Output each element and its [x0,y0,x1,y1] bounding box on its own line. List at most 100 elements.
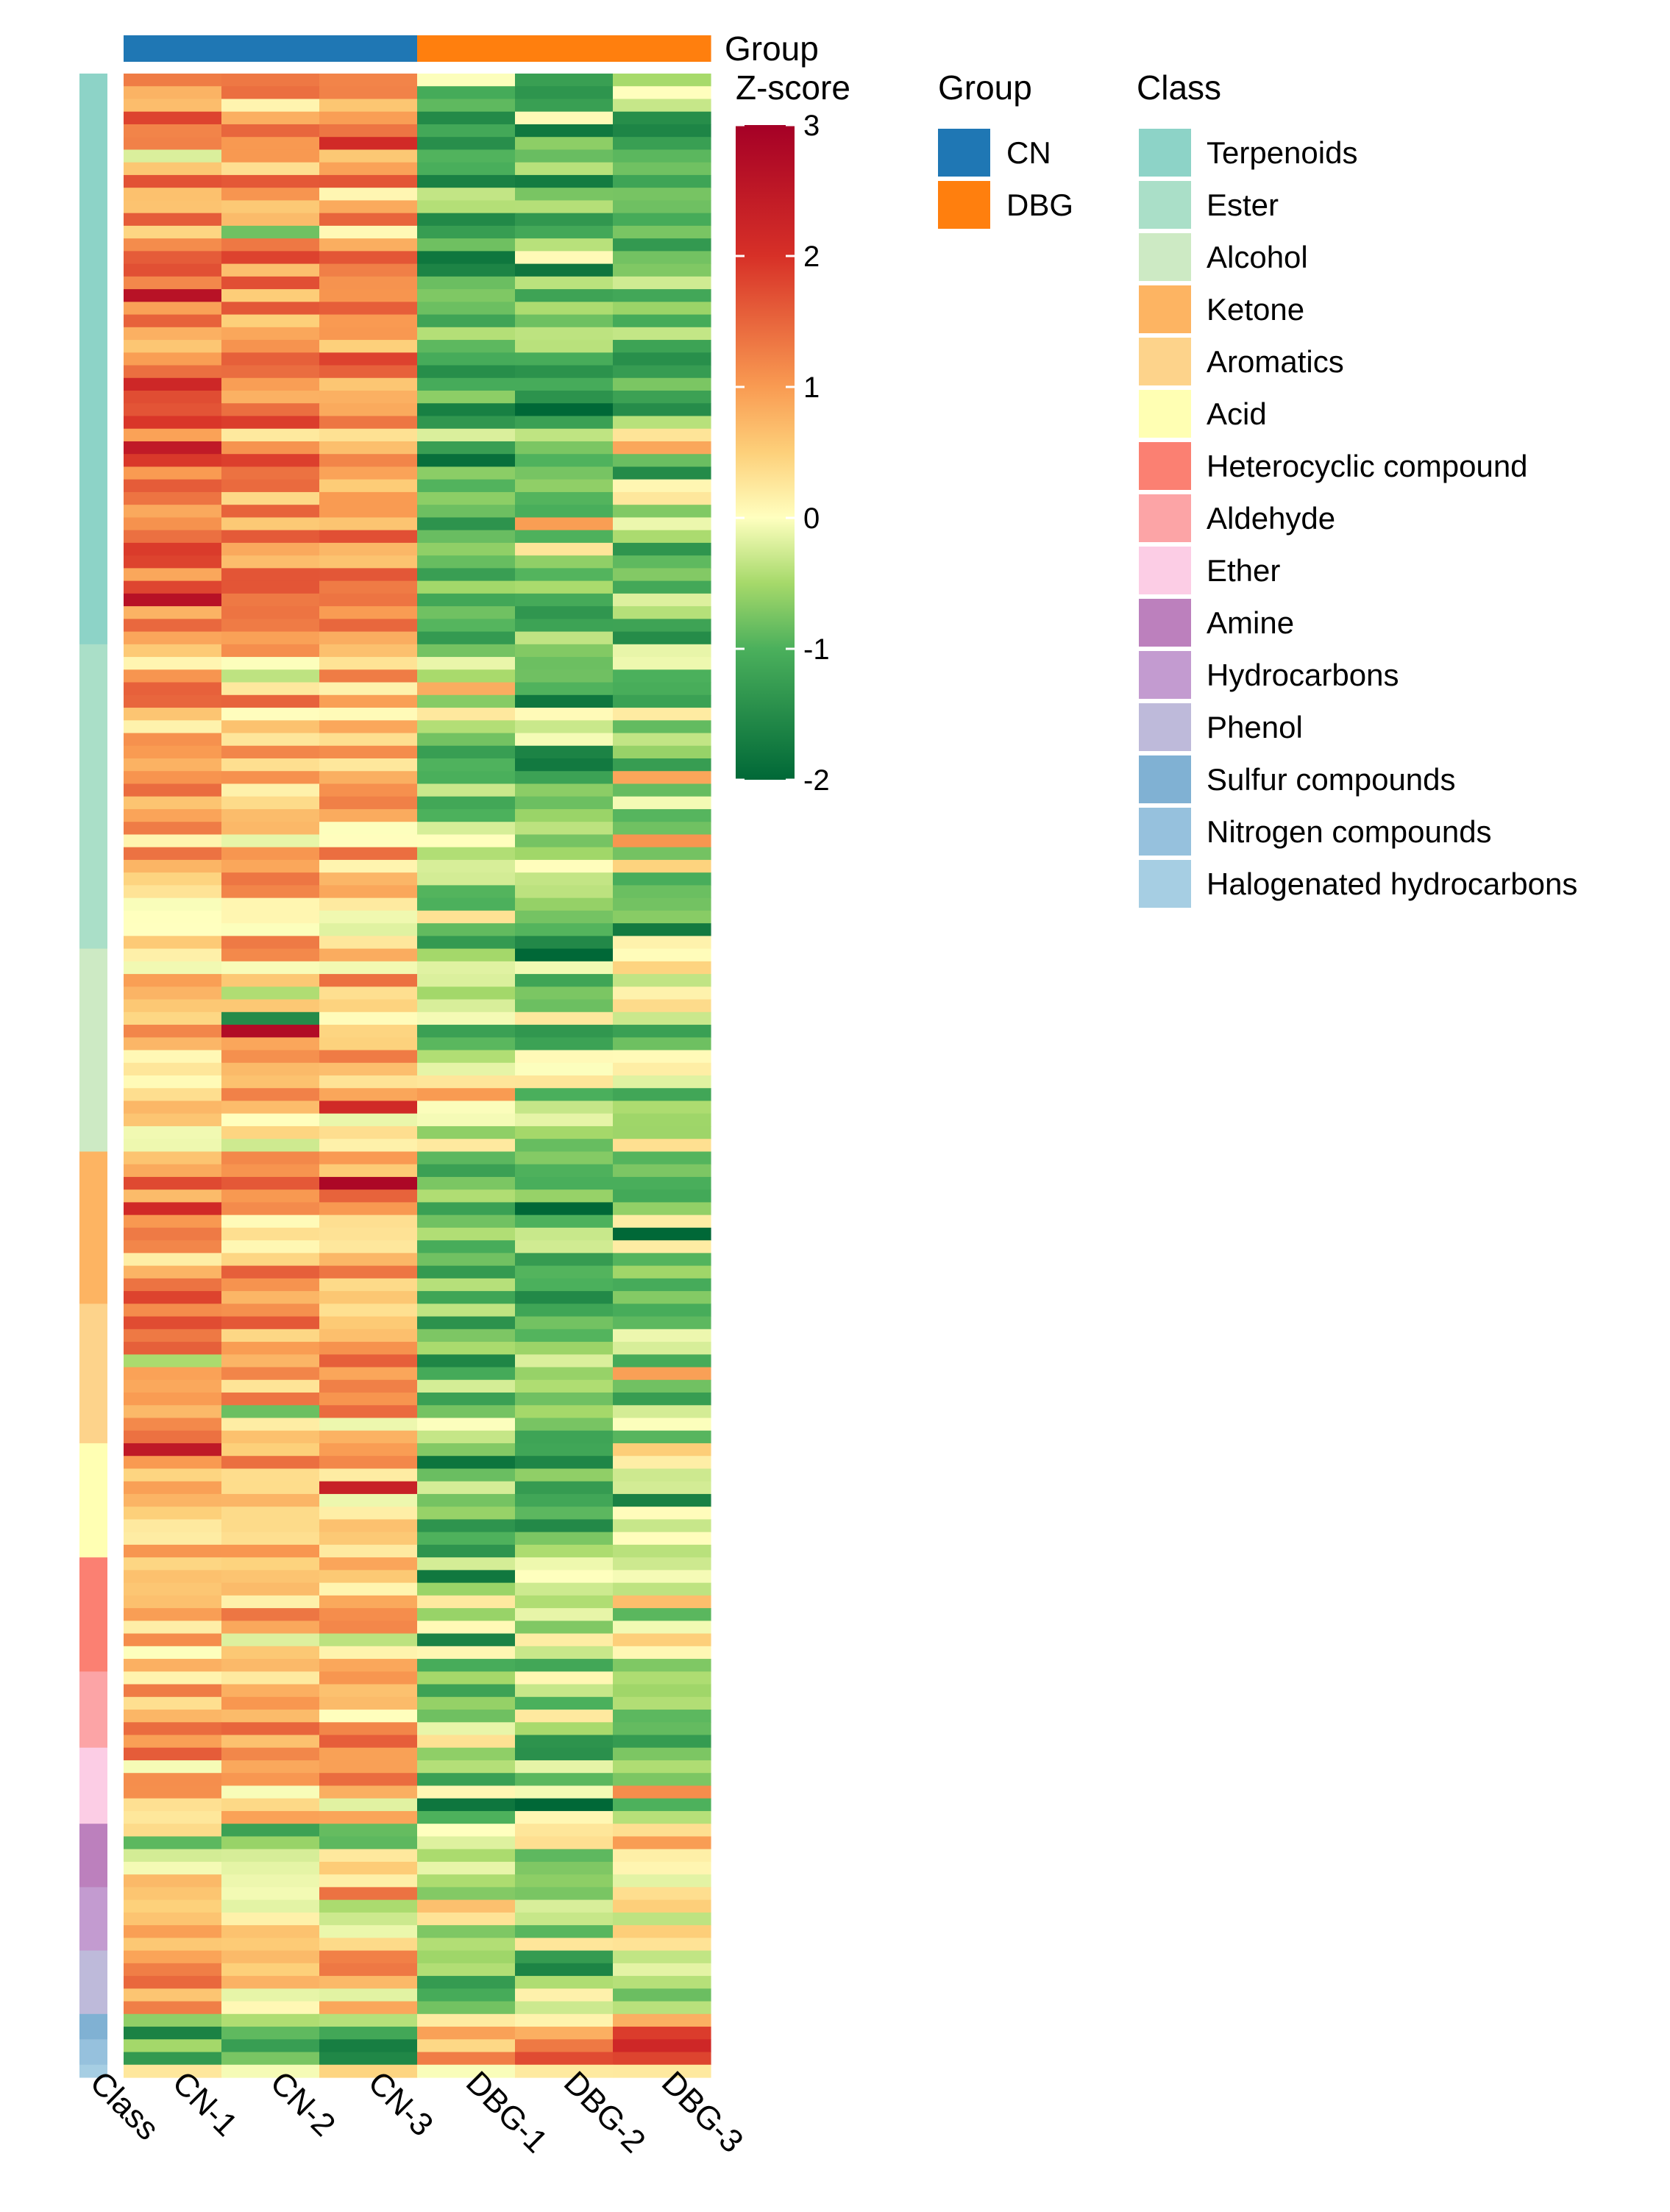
heatmap-cell [319,2027,418,2040]
class-legend-title: Class [1137,68,1221,107]
heatmap-cell [319,1342,418,1355]
heatmap-cell [515,1773,614,1787]
heatmap-cell [319,1976,418,1989]
heatmap-cell [221,758,320,772]
heatmap-cell [319,530,418,544]
heatmap-cell [515,1710,614,1723]
heatmap-cell [613,454,711,468]
heatmap-cell [417,327,516,341]
heatmap-cell [319,1773,418,1787]
heatmap-cell [515,2052,614,2066]
colorbar-ticks: 3 2 1 0 -1 -2 [736,110,830,797]
class-bar-segment-15 [79,2064,107,2078]
heatmap-cell [417,1265,516,1279]
heatmap-cell [124,796,222,810]
group-bar-cell-1 [124,35,222,62]
heatmap-cell [319,923,418,936]
heatmap-cell [417,1176,516,1190]
heatmap-cell [515,999,614,1013]
heatmap-cell [613,1062,711,1076]
heatmap-cell [417,657,516,670]
heatmap-cell [124,1608,222,1621]
heatmap-cell [515,1342,614,1355]
heatmap-cell [221,1532,320,1546]
heatmap-cell [515,1304,614,1317]
heatmap-cell [417,1215,516,1228]
heatmap-cell [221,2039,320,2053]
heatmap-cell [417,1950,516,1964]
heatmap-cell [221,263,320,277]
heatmap-cell [319,1684,418,1698]
heatmap-cell [124,1393,222,1406]
heatmap-cell [613,1760,711,1774]
heatmap-cell [613,1278,711,1292]
heatmap-cell [124,137,222,151]
heatmap-cell [515,1849,614,1863]
heatmap-cell [613,441,711,455]
heatmap-cell [417,1773,516,1787]
heatmap-cell [221,454,320,468]
class-legend-label-amine: Amine [1207,605,1294,640]
heatmap-cell [515,1582,614,1596]
heatmap-cell [124,580,222,594]
heatmap-cell [221,1544,320,1558]
heatmap-cell [124,669,222,683]
heatmap-cell [221,1316,320,1330]
heatmap-cell [221,1925,320,1938]
heatmap-cell [515,1621,614,1635]
heatmap-cell [124,606,222,619]
heatmap-cell [124,1278,222,1292]
heatmap-cell [613,1164,711,1178]
heatmap-cell [417,302,516,316]
heatmap-cell [515,2027,614,2040]
heatmap-cell [221,377,320,391]
heatmap-cell [319,1735,418,1749]
heatmap-cell [417,1393,516,1406]
group-legend-swatch-dbg [938,181,990,229]
heatmap-cell [319,1532,418,1546]
heatmap-cell [417,200,516,214]
heatmap-cell [319,593,418,607]
heatmap-cell [515,1050,614,1064]
heatmap-cell [319,86,418,100]
heatmap-cell [319,1582,418,1596]
heatmap-cell [613,657,711,670]
heatmap-cell [124,1291,222,1304]
heatmap-cell [613,783,711,797]
heatmap-cell [515,479,614,493]
heatmap-cell [319,200,418,214]
heatmap-cell [319,1354,418,1368]
heatmap-cell [319,885,418,899]
heatmap-cell [515,2039,614,2053]
heatmap-cell [417,1810,516,1824]
heatmap-cell [221,1849,320,1863]
class-legend-label-nitrogen-compounds: Nitrogen compounds [1207,814,1492,849]
heatmap-cell [124,1164,222,1178]
heatmap-cell [515,403,614,417]
heatmap-cell [613,1684,711,1698]
heatmap-cell [319,733,418,747]
class-legend-label-aldehyde: Aldehyde [1207,501,1335,536]
heatmap-cell [417,631,516,645]
heatmap-cell [221,1227,320,1241]
heatmap-cell [124,1912,222,1926]
heatmap-cell [515,1861,614,1875]
heatmap-cell [515,1456,614,1470]
heatmap-cell [515,74,614,87]
heatmap-cell [319,1329,418,1343]
heatmap-cell [613,834,711,848]
heatmap-cell [417,365,516,379]
heatmap-cell [417,1227,516,1241]
heatmap-cell [319,1240,418,1253]
heatmap-cell [515,1532,614,1546]
heatmap-cell [319,974,418,987]
heatmap-cell [221,1418,320,1432]
heatmap-cell [221,416,320,430]
heatmap-cell [319,174,418,188]
heatmap-cell [124,162,222,176]
heatmap-cell [417,745,516,759]
heatmap-cell [417,1291,516,1304]
heatmap-cell [124,1532,222,1546]
heatmap-cell [319,302,418,316]
class-legend-swatch-ether [1139,547,1191,594]
